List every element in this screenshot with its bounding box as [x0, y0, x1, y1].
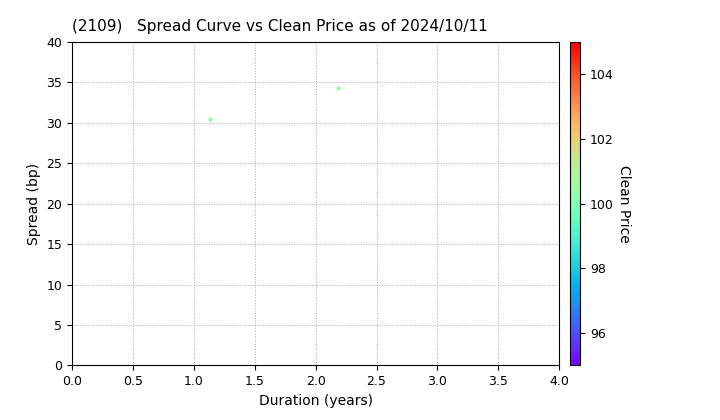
Y-axis label: Spread (bp): Spread (bp) — [27, 163, 41, 245]
Point — [332, 85, 343, 92]
Point — [204, 116, 215, 122]
Y-axis label: Clean Price: Clean Price — [617, 165, 631, 243]
X-axis label: Duration (years): Duration (years) — [258, 394, 373, 408]
Text: (2109)   Spread Curve vs Clean Price as of 2024/10/11: (2109) Spread Curve vs Clean Price as of… — [72, 19, 487, 34]
